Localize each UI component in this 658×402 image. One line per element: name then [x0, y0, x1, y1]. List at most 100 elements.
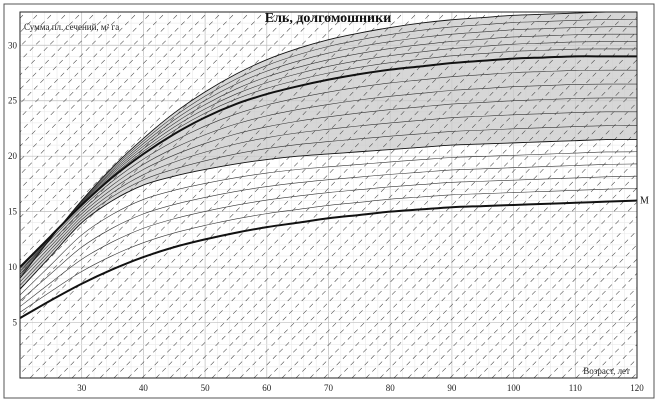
- hatch-line: [533, 272, 637, 378]
- series-line-shaded-lower-boundary: [20, 139, 637, 290]
- outer-frame: [3, 3, 655, 399]
- hatch-line: [20, 12, 55, 47]
- hatch-line: [505, 244, 637, 378]
- hatch-line: [449, 187, 637, 378]
- hatch-line: [211, 12, 573, 378]
- hatch-line: [225, 12, 587, 378]
- hatch-line: [113, 12, 475, 378]
- hatch-line: [20, 12, 307, 304]
- x-tick-label: 30: [77, 383, 87, 393]
- hatch-line: [421, 159, 637, 378]
- hatch-line: [57, 12, 419, 378]
- hatch-line: [20, 12, 125, 119]
- x-tick-label: 40: [139, 383, 149, 393]
- hatch-line: [20, 12, 209, 204]
- family-curve: [20, 41, 637, 271]
- hatch-line: [309, 45, 637, 378]
- series-end-label-m: М: [640, 196, 649, 207]
- hatch-line: [20, 12, 349, 346]
- hatch-line: [20, 12, 293, 289]
- hatch-line: [141, 12, 503, 378]
- hatch-line: [561, 301, 637, 378]
- hatch-line: [20, 12, 97, 90]
- family-curve: [20, 48, 637, 270]
- hatch-line: [0, 12, 12, 378]
- y-tick-label: 20: [8, 151, 18, 161]
- x-tick-label: 110: [569, 383, 583, 393]
- series-group: [0, 12, 637, 378]
- x-tick-label: 100: [507, 383, 521, 393]
- family-curve: [20, 163, 637, 302]
- family-curve: [20, 151, 637, 296]
- y-tick-label: 15: [8, 207, 18, 217]
- hatch-line: [20, 12, 321, 318]
- plot-frame: [19, 11, 638, 379]
- hatch-line: [85, 12, 447, 378]
- hatch-line: [20, 12, 83, 76]
- family-curve: [20, 69, 637, 272]
- hatch-line: [20, 12, 195, 190]
- family-curve: [20, 83, 637, 275]
- hatch-line: [393, 130, 637, 378]
- hatch-line: [463, 201, 637, 378]
- hatch-line: [323, 59, 637, 378]
- hatch-line: [20, 12, 279, 275]
- x-tick-label: 80: [386, 383, 396, 393]
- hatch-line: [477, 215, 637, 378]
- series-line-lower-curve: [20, 199, 637, 319]
- series-line-mean: [20, 55, 637, 268]
- hatch-line: [295, 30, 637, 378]
- hatch-line: [337, 73, 637, 378]
- family-curve: [20, 111, 637, 283]
- hatch-line: [379, 116, 637, 378]
- hatch-line: [20, 12, 181, 176]
- hatch-line: [365, 102, 637, 378]
- chart-title: Ель, долгомошники: [265, 11, 392, 26]
- family-curve: [20, 97, 637, 279]
- family-curve: [20, 19, 637, 277]
- hatch-line: [547, 287, 637, 378]
- tick-labels: 30 40 50 60 70 80 90 100 110 120 5 10 15 20 25 30: [8, 40, 644, 393]
- hatch-line: [20, 12, 335, 332]
- hatch-line: [491, 230, 637, 378]
- x-tick-label: 50: [201, 383, 211, 393]
- shaded-band-area: [20, 12, 637, 290]
- hatch-line: [267, 12, 629, 378]
- hatch-line: [20, 12, 377, 375]
- family-curve: [20, 26, 637, 275]
- y-tick-label: 10: [8, 262, 18, 272]
- hatch-line: [29, 12, 391, 378]
- x-axis-label: Возраст, лет: [583, 366, 630, 376]
- hatch-line: [20, 12, 167, 161]
- hatch-line: [99, 12, 461, 378]
- hatch-line: [351, 87, 637, 378]
- hatch-line: [20, 12, 265, 261]
- hatch-line: [20, 12, 237, 232]
- hatch-line: [20, 12, 223, 218]
- hatch-line: [20, 12, 363, 361]
- grid: [19, 11, 638, 379]
- series-line-upper-envelope: [20, 12, 637, 279]
- family-curve: [20, 33, 637, 273]
- family-curve: [20, 125, 637, 286]
- hatch-line: [43, 12, 405, 378]
- hatch-line: [253, 12, 615, 378]
- hatch-line: [169, 12, 531, 378]
- hatch-line: [20, 12, 139, 133]
- hatch-line: [155, 12, 517, 378]
- hatch-line: [197, 12, 559, 378]
- hatch-line: [20, 12, 111, 104]
- x-tick-label: 60: [262, 383, 272, 393]
- hatch-line: [20, 12, 153, 147]
- x-tick-label: 120: [630, 383, 644, 393]
- hatch-line: [519, 258, 637, 378]
- hatch-line: [281, 16, 637, 378]
- y-tick-label: 5: [13, 318, 18, 328]
- hatch-line: [127, 12, 489, 378]
- hatch-line: [575, 315, 637, 378]
- y-tick-label: 25: [8, 96, 18, 106]
- y-tick-label: 30: [8, 40, 18, 50]
- x-tick-label: 70: [324, 383, 334, 393]
